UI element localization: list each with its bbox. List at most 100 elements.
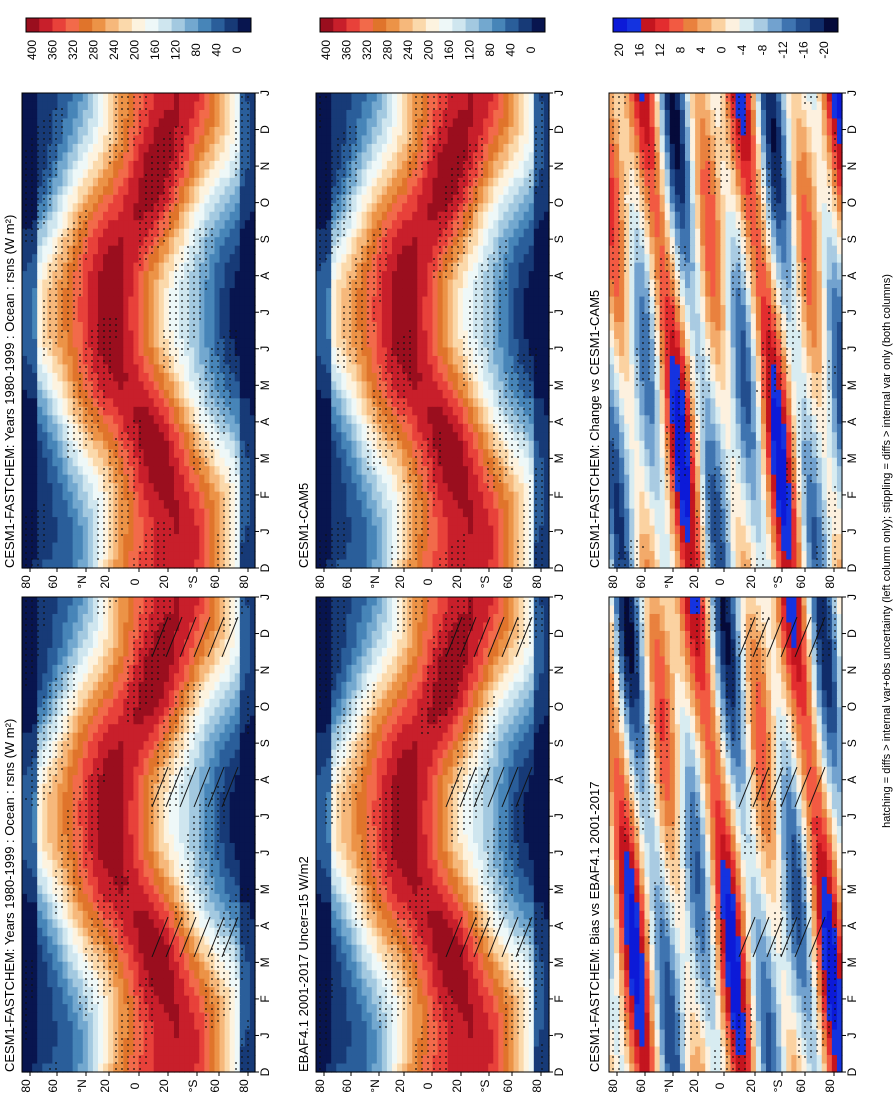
heatmap-cell bbox=[37, 809, 43, 818]
stipple-dot bbox=[169, 810, 171, 812]
heatmap-cell bbox=[22, 673, 28, 682]
heatmap-cell bbox=[37, 818, 43, 827]
heatmap-cell bbox=[377, 767, 383, 776]
heatmap-cell bbox=[443, 682, 449, 691]
stipple-dot bbox=[61, 840, 63, 842]
heatmap-cell bbox=[412, 656, 418, 665]
heatmap-cell bbox=[73, 1064, 79, 1073]
month-tick-label: J bbox=[258, 813, 272, 819]
heatmap-cell bbox=[326, 614, 332, 623]
heatmap-cell bbox=[220, 1013, 226, 1022]
heatmap-cell bbox=[133, 1030, 139, 1039]
heatmap-cell bbox=[199, 996, 205, 1005]
stipple-dot bbox=[67, 690, 69, 692]
heatmap-cell bbox=[214, 665, 220, 674]
stipple-dot bbox=[181, 696, 183, 698]
heatmap-cell bbox=[83, 750, 89, 759]
heatmap-cell bbox=[133, 936, 139, 945]
heatmap-cell bbox=[230, 767, 236, 776]
heatmap-cell bbox=[331, 724, 337, 733]
heatmap-cell bbox=[108, 597, 114, 606]
stipple-dot bbox=[103, 612, 105, 614]
heatmap-cell bbox=[88, 1013, 94, 1022]
heatmap-cell bbox=[534, 750, 540, 759]
heatmap-cell bbox=[199, 741, 205, 750]
stipple-dot bbox=[79, 876, 81, 878]
heatmap-cell bbox=[412, 758, 418, 767]
stipple-dot bbox=[67, 744, 69, 746]
stipple-dot bbox=[241, 918, 243, 920]
heatmap-cell bbox=[204, 673, 210, 682]
heatmap-cell bbox=[144, 919, 150, 928]
stipple-dot bbox=[67, 822, 69, 824]
stipple-dot bbox=[151, 1014, 153, 1016]
stipple-dot bbox=[127, 666, 129, 668]
heatmap-cell bbox=[478, 767, 484, 776]
heatmap-cell bbox=[220, 826, 226, 835]
stipple-dot bbox=[241, 1056, 243, 1058]
heatmap-cell bbox=[392, 724, 398, 733]
heatmap-cell bbox=[57, 1064, 63, 1073]
heatmap-cell bbox=[93, 724, 99, 733]
heatmap-cell bbox=[78, 767, 84, 776]
heatmap-cell bbox=[478, 741, 484, 750]
heatmap-cell bbox=[63, 690, 69, 699]
stipple-dot bbox=[139, 684, 141, 686]
stipple-dot bbox=[187, 768, 189, 770]
heatmap-cell bbox=[235, 801, 241, 810]
stipple-dot bbox=[67, 894, 69, 896]
heatmap-cell bbox=[108, 851, 114, 860]
heatmap-cell bbox=[519, 622, 525, 631]
stipple-dot bbox=[169, 774, 171, 776]
heatmap-cell bbox=[113, 801, 119, 810]
stipple-dot bbox=[49, 768, 51, 770]
heatmap-cell bbox=[458, 682, 464, 691]
stipple-dot bbox=[211, 990, 213, 992]
heatmap-cell bbox=[108, 673, 114, 682]
heatmap-cell bbox=[422, 733, 428, 742]
heatmap-cell bbox=[174, 851, 180, 860]
heatmap-cell bbox=[417, 639, 423, 648]
stipple-dot bbox=[211, 984, 213, 986]
heatmap-cell bbox=[83, 631, 89, 640]
heatmap-cell bbox=[57, 605, 63, 614]
heatmap-cell bbox=[214, 1030, 220, 1039]
heatmap-cell bbox=[245, 622, 251, 631]
heatmap-cell bbox=[118, 1004, 124, 1013]
heatmap-cell bbox=[98, 758, 104, 767]
stipple-dot bbox=[43, 696, 45, 698]
stipple-dot bbox=[103, 990, 105, 992]
heatmap-cell bbox=[184, 733, 190, 742]
heatmap-cell bbox=[377, 784, 383, 793]
heatmap-cell bbox=[220, 733, 226, 742]
heatmap-cell bbox=[88, 987, 94, 996]
heatmap-cell bbox=[316, 750, 322, 759]
heatmap-cell bbox=[164, 877, 170, 886]
heatmap-cell bbox=[108, 631, 114, 640]
stipple-dot bbox=[37, 600, 39, 602]
heatmap-cell bbox=[346, 716, 352, 725]
stipple-dot bbox=[67, 672, 69, 674]
heatmap-cell bbox=[174, 860, 180, 869]
heatmap-cell bbox=[367, 639, 373, 648]
heatmap-cell bbox=[397, 758, 403, 767]
heatmap-cell bbox=[98, 843, 104, 852]
stipple-dot bbox=[169, 804, 171, 806]
heatmap-cell bbox=[63, 979, 69, 988]
heatmap-cell bbox=[194, 809, 200, 818]
heatmap-cell bbox=[382, 716, 388, 725]
heatmap-cell bbox=[68, 597, 74, 606]
heatmap-cell bbox=[103, 682, 109, 691]
stipple-dot bbox=[73, 792, 75, 794]
stipple-dot bbox=[55, 738, 57, 740]
stipple-dot bbox=[133, 1068, 135, 1070]
heatmap-cell bbox=[194, 699, 200, 708]
heatmap-cell bbox=[42, 818, 48, 827]
stipple-dot bbox=[235, 936, 237, 938]
stipple-dot bbox=[199, 822, 201, 824]
heatmap-cell bbox=[37, 724, 43, 733]
stipple-dot bbox=[157, 666, 159, 668]
heatmap-cell bbox=[68, 919, 74, 928]
heatmap-cell bbox=[128, 784, 134, 793]
heatmap-cell bbox=[539, 809, 545, 818]
